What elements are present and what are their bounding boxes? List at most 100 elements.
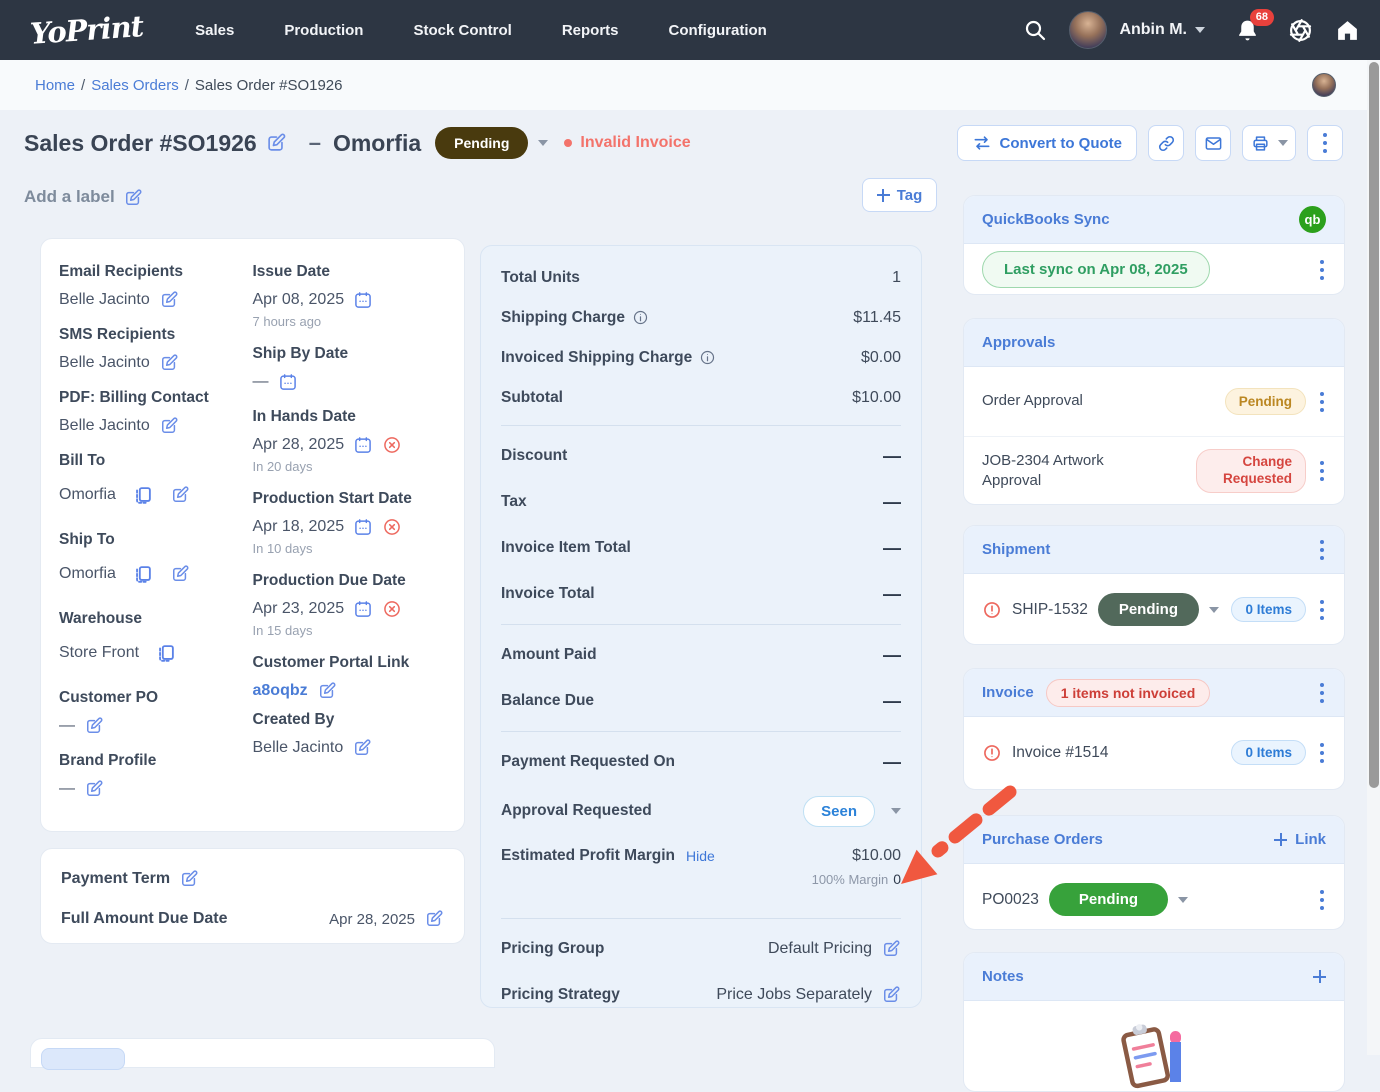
nav-reports[interactable]: Reports bbox=[561, 21, 619, 39]
edit-icon[interactable] bbox=[159, 290, 179, 310]
summary-row-pricing-strategy: Pricing Strategy Price Jobs Separately bbox=[501, 972, 901, 1018]
nav-production[interactable]: Production bbox=[284, 21, 364, 39]
po-status-badge[interactable]: Pending bbox=[1048, 883, 1169, 916]
order-status-badge[interactable]: Pending bbox=[435, 127, 529, 159]
home-icon[interactable] bbox=[1335, 18, 1360, 43]
kebab-menu-icon[interactable] bbox=[1318, 536, 1326, 564]
clear-date-icon[interactable] bbox=[382, 599, 402, 619]
kebab-menu-icon[interactable] bbox=[1318, 388, 1326, 416]
calendar-icon[interactable] bbox=[353, 290, 373, 310]
shipment-row: SHIP-1532 Pending 0 Items bbox=[964, 574, 1344, 644]
items-count-badge[interactable]: 0 Items bbox=[1231, 597, 1306, 622]
divider bbox=[501, 918, 901, 919]
kebab-menu-icon[interactable] bbox=[1318, 457, 1326, 485]
shipment-status-badge[interactable]: Pending bbox=[1097, 593, 1199, 626]
add-tag-button[interactable]: Tag bbox=[862, 178, 937, 212]
copy-icon[interactable] bbox=[155, 642, 177, 664]
details-left-column: Email Recipients Belle Jacinto SMS Recip… bbox=[59, 263, 253, 831]
add-note-button[interactable] bbox=[1313, 970, 1326, 983]
edit-icon[interactable] bbox=[159, 416, 179, 436]
edit-icon[interactable] bbox=[317, 681, 337, 701]
kebab-menu-icon[interactable] bbox=[1318, 596, 1326, 624]
field-ship-by-date: Ship By Date — bbox=[252, 345, 349, 392]
divider bbox=[501, 731, 901, 732]
avatar[interactable] bbox=[1312, 73, 1336, 97]
shutter-icon[interactable] bbox=[1288, 18, 1313, 43]
edit-icon[interactable] bbox=[170, 564, 190, 584]
shipment-number[interactable]: SHIP-1532 bbox=[1012, 600, 1088, 618]
kebab-menu-icon[interactable] bbox=[1318, 886, 1326, 914]
copy-icon[interactable] bbox=[132, 484, 154, 506]
edit-icon[interactable] bbox=[881, 939, 901, 959]
status-caret-icon[interactable] bbox=[1178, 896, 1189, 903]
user-name[interactable]: Anbin M. bbox=[1119, 21, 1187, 38]
edit-icon[interactable] bbox=[159, 353, 179, 373]
info-icon[interactable] bbox=[632, 309, 649, 327]
nav-configuration[interactable]: Configuration bbox=[668, 21, 767, 39]
calendar-icon[interactable] bbox=[353, 599, 373, 619]
status-caret-icon[interactable] bbox=[1209, 606, 1219, 613]
last-sync-badge[interactable]: Last sync on Apr 08, 2025 bbox=[982, 251, 1210, 288]
status-badge[interactable]: Change Requested bbox=[1196, 449, 1306, 493]
nav-sales[interactable]: Sales bbox=[195, 21, 235, 39]
search-icon[interactable] bbox=[1023, 18, 1047, 42]
summary-row-shipping-charge: Shipping Charge $11.45 bbox=[501, 309, 901, 327]
plus-icon bbox=[876, 188, 890, 202]
edit-icon[interactable] bbox=[179, 869, 199, 889]
kebab-menu-icon[interactable] bbox=[1318, 679, 1326, 707]
approval-caret-icon[interactable] bbox=[891, 808, 901, 814]
plus-icon bbox=[1274, 833, 1288, 846]
add-label-button[interactable]: Add a label bbox=[24, 187, 143, 208]
hide-margin-link[interactable]: Hide bbox=[685, 848, 715, 864]
not-invoiced-badge: 1 items not invoiced bbox=[1045, 678, 1211, 707]
approval-seen-badge[interactable]: Seen bbox=[803, 795, 875, 827]
email-button[interactable] bbox=[1195, 125, 1231, 161]
user-avatar[interactable] bbox=[1069, 11, 1108, 49]
notes-card: Notes bbox=[963, 952, 1345, 1092]
convert-to-quote-button[interactable]: Convert to Quote bbox=[956, 125, 1137, 161]
edit-icon[interactable] bbox=[84, 779, 104, 799]
status-caret-icon[interactable] bbox=[538, 140, 549, 146]
chevron-down-icon[interactable] bbox=[1195, 27, 1205, 33]
scrollbar-thumb[interactable] bbox=[1368, 62, 1379, 788]
clear-date-icon[interactable] bbox=[382, 435, 402, 455]
invoice-number[interactable]: Invoice #1514 bbox=[1012, 743, 1109, 761]
kebab-menu-icon[interactable] bbox=[1318, 739, 1326, 767]
status-badge[interactable]: Pending bbox=[1224, 388, 1306, 415]
edit-icon[interactable] bbox=[170, 485, 190, 505]
yoprint-logo[interactable]: YoPrint bbox=[28, 9, 145, 51]
calendar-icon[interactable] bbox=[353, 435, 373, 455]
copy-icon[interactable] bbox=[132, 563, 154, 585]
approval-row-artwork: JOB-2304 Artwork Approval Change Request… bbox=[964, 436, 1344, 504]
tab-fragment[interactable] bbox=[41, 1048, 125, 1070]
info-icon[interactable] bbox=[699, 349, 716, 367]
kebab-menu-icon[interactable] bbox=[1318, 256, 1326, 284]
link-po-button[interactable]: Link bbox=[1274, 831, 1326, 848]
page-title: Sales Order #SO1926 bbox=[24, 129, 257, 156]
breadcrumb-home[interactable]: Home bbox=[35, 76, 76, 94]
breadcrumb-sales-orders[interactable]: Sales Orders bbox=[91, 76, 179, 94]
quickbooks-sync-card: QuickBooks Sync qb Last sync on Apr 08, … bbox=[963, 195, 1345, 295]
edit-icon[interactable] bbox=[84, 716, 104, 736]
more-actions-button[interactable] bbox=[1307, 125, 1343, 161]
print-button[interactable] bbox=[1242, 125, 1296, 161]
scrollbar-track[interactable] bbox=[1367, 60, 1380, 1055]
calendar-icon[interactable] bbox=[353, 517, 373, 537]
edit-icon[interactable] bbox=[881, 985, 901, 1005]
field-production-due-date: Production Due Date Apr 23, 2025 In 15 d… bbox=[252, 572, 406, 638]
calendar-icon[interactable] bbox=[278, 372, 298, 392]
items-count-badge[interactable]: 0 Items bbox=[1231, 740, 1306, 765]
quickbooks-icon[interactable]: qb bbox=[1299, 206, 1326, 233]
notifications-button[interactable]: 68 bbox=[1235, 8, 1274, 43]
nav-stock-control[interactable]: Stock Control bbox=[413, 21, 512, 39]
edit-icon[interactable] bbox=[352, 738, 372, 758]
portal-link[interactable]: a8oqbz bbox=[252, 682, 308, 699]
clear-date-icon[interactable] bbox=[382, 517, 402, 537]
edit-title-icon[interactable] bbox=[265, 132, 287, 154]
field-pdf-billing-contact: PDF: Billing Contact Belle Jacinto bbox=[59, 389, 209, 436]
page-header: Sales Order #SO1926 – Omorfia Pending In… bbox=[24, 127, 691, 159]
po-number[interactable]: PO0023 bbox=[982, 890, 1039, 908]
edit-icon[interactable] bbox=[424, 909, 444, 929]
copy-link-button[interactable] bbox=[1148, 125, 1184, 161]
invoice-card: Invoice 1 items not invoiced Invoice #15… bbox=[963, 668, 1345, 790]
